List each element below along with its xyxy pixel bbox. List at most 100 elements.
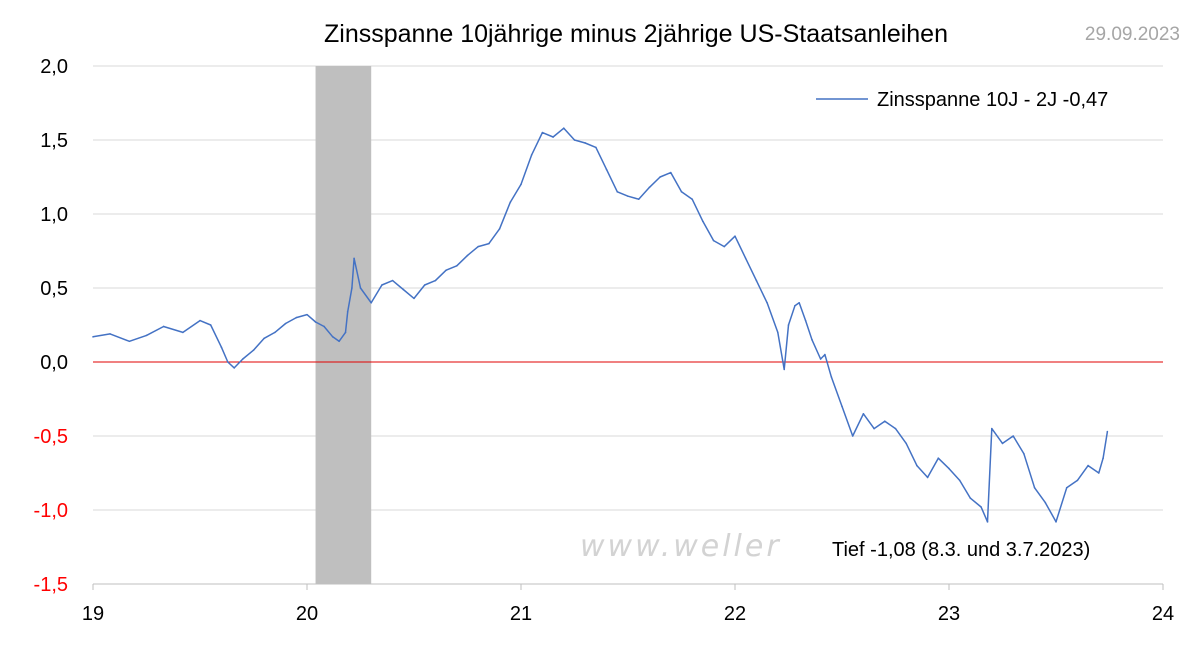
series-point xyxy=(777,331,779,334)
y-tick-label: 2,0 xyxy=(40,56,68,78)
series-point xyxy=(1065,487,1068,489)
legend-label: Zinsspanne 10J - 2J -0,47 xyxy=(877,89,1108,111)
y-axis-ticks: 2,0 1,5 1,0 0,5 0,0 -0,5 -1,0 -1,5 xyxy=(34,56,68,596)
series-point xyxy=(402,288,405,291)
series-point xyxy=(346,310,349,313)
series-point xyxy=(627,195,629,198)
series-point xyxy=(563,127,565,129)
series-points xyxy=(92,127,1109,523)
series-point xyxy=(1102,457,1104,460)
watermark: www.weller xyxy=(580,529,782,564)
series-point xyxy=(1044,501,1047,504)
series-point xyxy=(851,435,854,437)
y-tick-label: 0,5 xyxy=(40,278,68,300)
series-point xyxy=(128,340,131,343)
series-point xyxy=(295,316,298,319)
series-point xyxy=(445,269,447,272)
series-point xyxy=(182,331,184,334)
series-point xyxy=(1001,442,1004,445)
series-point xyxy=(986,521,989,523)
series-point xyxy=(1098,472,1100,474)
series-point xyxy=(552,136,554,138)
series-point xyxy=(92,336,94,338)
series-point xyxy=(841,405,843,408)
y-tick-label: 0,0 xyxy=(40,352,68,374)
series-point xyxy=(723,245,726,248)
series-point xyxy=(199,319,201,322)
series-point xyxy=(811,339,813,341)
x-tick-label: 20 xyxy=(296,603,318,625)
series-line-zinsspanne xyxy=(92,127,1109,523)
series-point xyxy=(670,171,672,174)
x-axis-ticks: 19 20 21 22 23 24 xyxy=(82,584,1174,625)
series-point xyxy=(242,358,244,360)
x-tick-label: 23 xyxy=(938,603,960,625)
series-point xyxy=(1055,521,1057,523)
series-point xyxy=(314,321,317,323)
series-point xyxy=(916,464,918,467)
gridlines xyxy=(93,65,1163,585)
series-point xyxy=(873,427,875,430)
series-point xyxy=(804,319,807,322)
series-point xyxy=(734,235,736,237)
series-point xyxy=(798,302,800,304)
series-point xyxy=(413,297,415,300)
series-point xyxy=(824,353,826,356)
series-point xyxy=(819,358,822,360)
series-point xyxy=(1076,479,1079,482)
x-tick-label: 21 xyxy=(510,603,532,625)
series-point xyxy=(145,334,148,337)
series-point xyxy=(370,302,373,304)
series-point xyxy=(488,242,490,245)
series-point xyxy=(227,361,229,363)
series-point xyxy=(1106,430,1109,433)
series-point xyxy=(162,325,165,328)
series-point xyxy=(958,479,961,482)
series-point xyxy=(423,284,426,286)
series-point xyxy=(344,331,347,334)
series-point xyxy=(1087,464,1089,467)
series-point xyxy=(680,191,683,193)
series-point xyxy=(1023,452,1025,455)
series-point xyxy=(477,245,480,248)
series-point xyxy=(541,131,544,134)
series-point xyxy=(109,333,111,335)
series-point xyxy=(233,367,236,369)
series-point xyxy=(353,257,355,260)
series-point xyxy=(595,146,597,149)
series-point xyxy=(331,336,334,338)
y-tick-label: 1,0 xyxy=(40,204,68,226)
series-point xyxy=(391,279,394,282)
series-point xyxy=(520,183,522,186)
series-point xyxy=(284,322,287,325)
series-point xyxy=(209,324,212,326)
series-point xyxy=(306,313,308,316)
series-point xyxy=(744,257,747,260)
series-point xyxy=(351,287,353,289)
y-tick-label: -0,5 xyxy=(34,426,68,448)
recession-band xyxy=(315,66,372,584)
series-point xyxy=(884,420,886,423)
annotation-low: Tief -1,08 (8.3. und 3.7.2023) xyxy=(832,539,1090,561)
series-point xyxy=(605,168,608,171)
series-point xyxy=(509,201,512,203)
series-point xyxy=(969,497,972,499)
series-point xyxy=(862,413,865,415)
series-point xyxy=(894,427,897,430)
series-point xyxy=(530,154,533,156)
series-point xyxy=(980,506,982,508)
series-point xyxy=(616,191,619,193)
series-point xyxy=(648,186,651,189)
annotation-background xyxy=(808,528,1138,568)
series-point xyxy=(926,476,929,479)
series-point xyxy=(434,279,437,282)
x-tick-label: 22 xyxy=(724,603,746,625)
series-point xyxy=(263,337,266,340)
series-point xyxy=(456,265,458,267)
series-point xyxy=(991,427,993,430)
series-point xyxy=(702,220,704,223)
series-point xyxy=(381,284,383,286)
series-point xyxy=(948,467,950,470)
series-point xyxy=(637,198,640,200)
